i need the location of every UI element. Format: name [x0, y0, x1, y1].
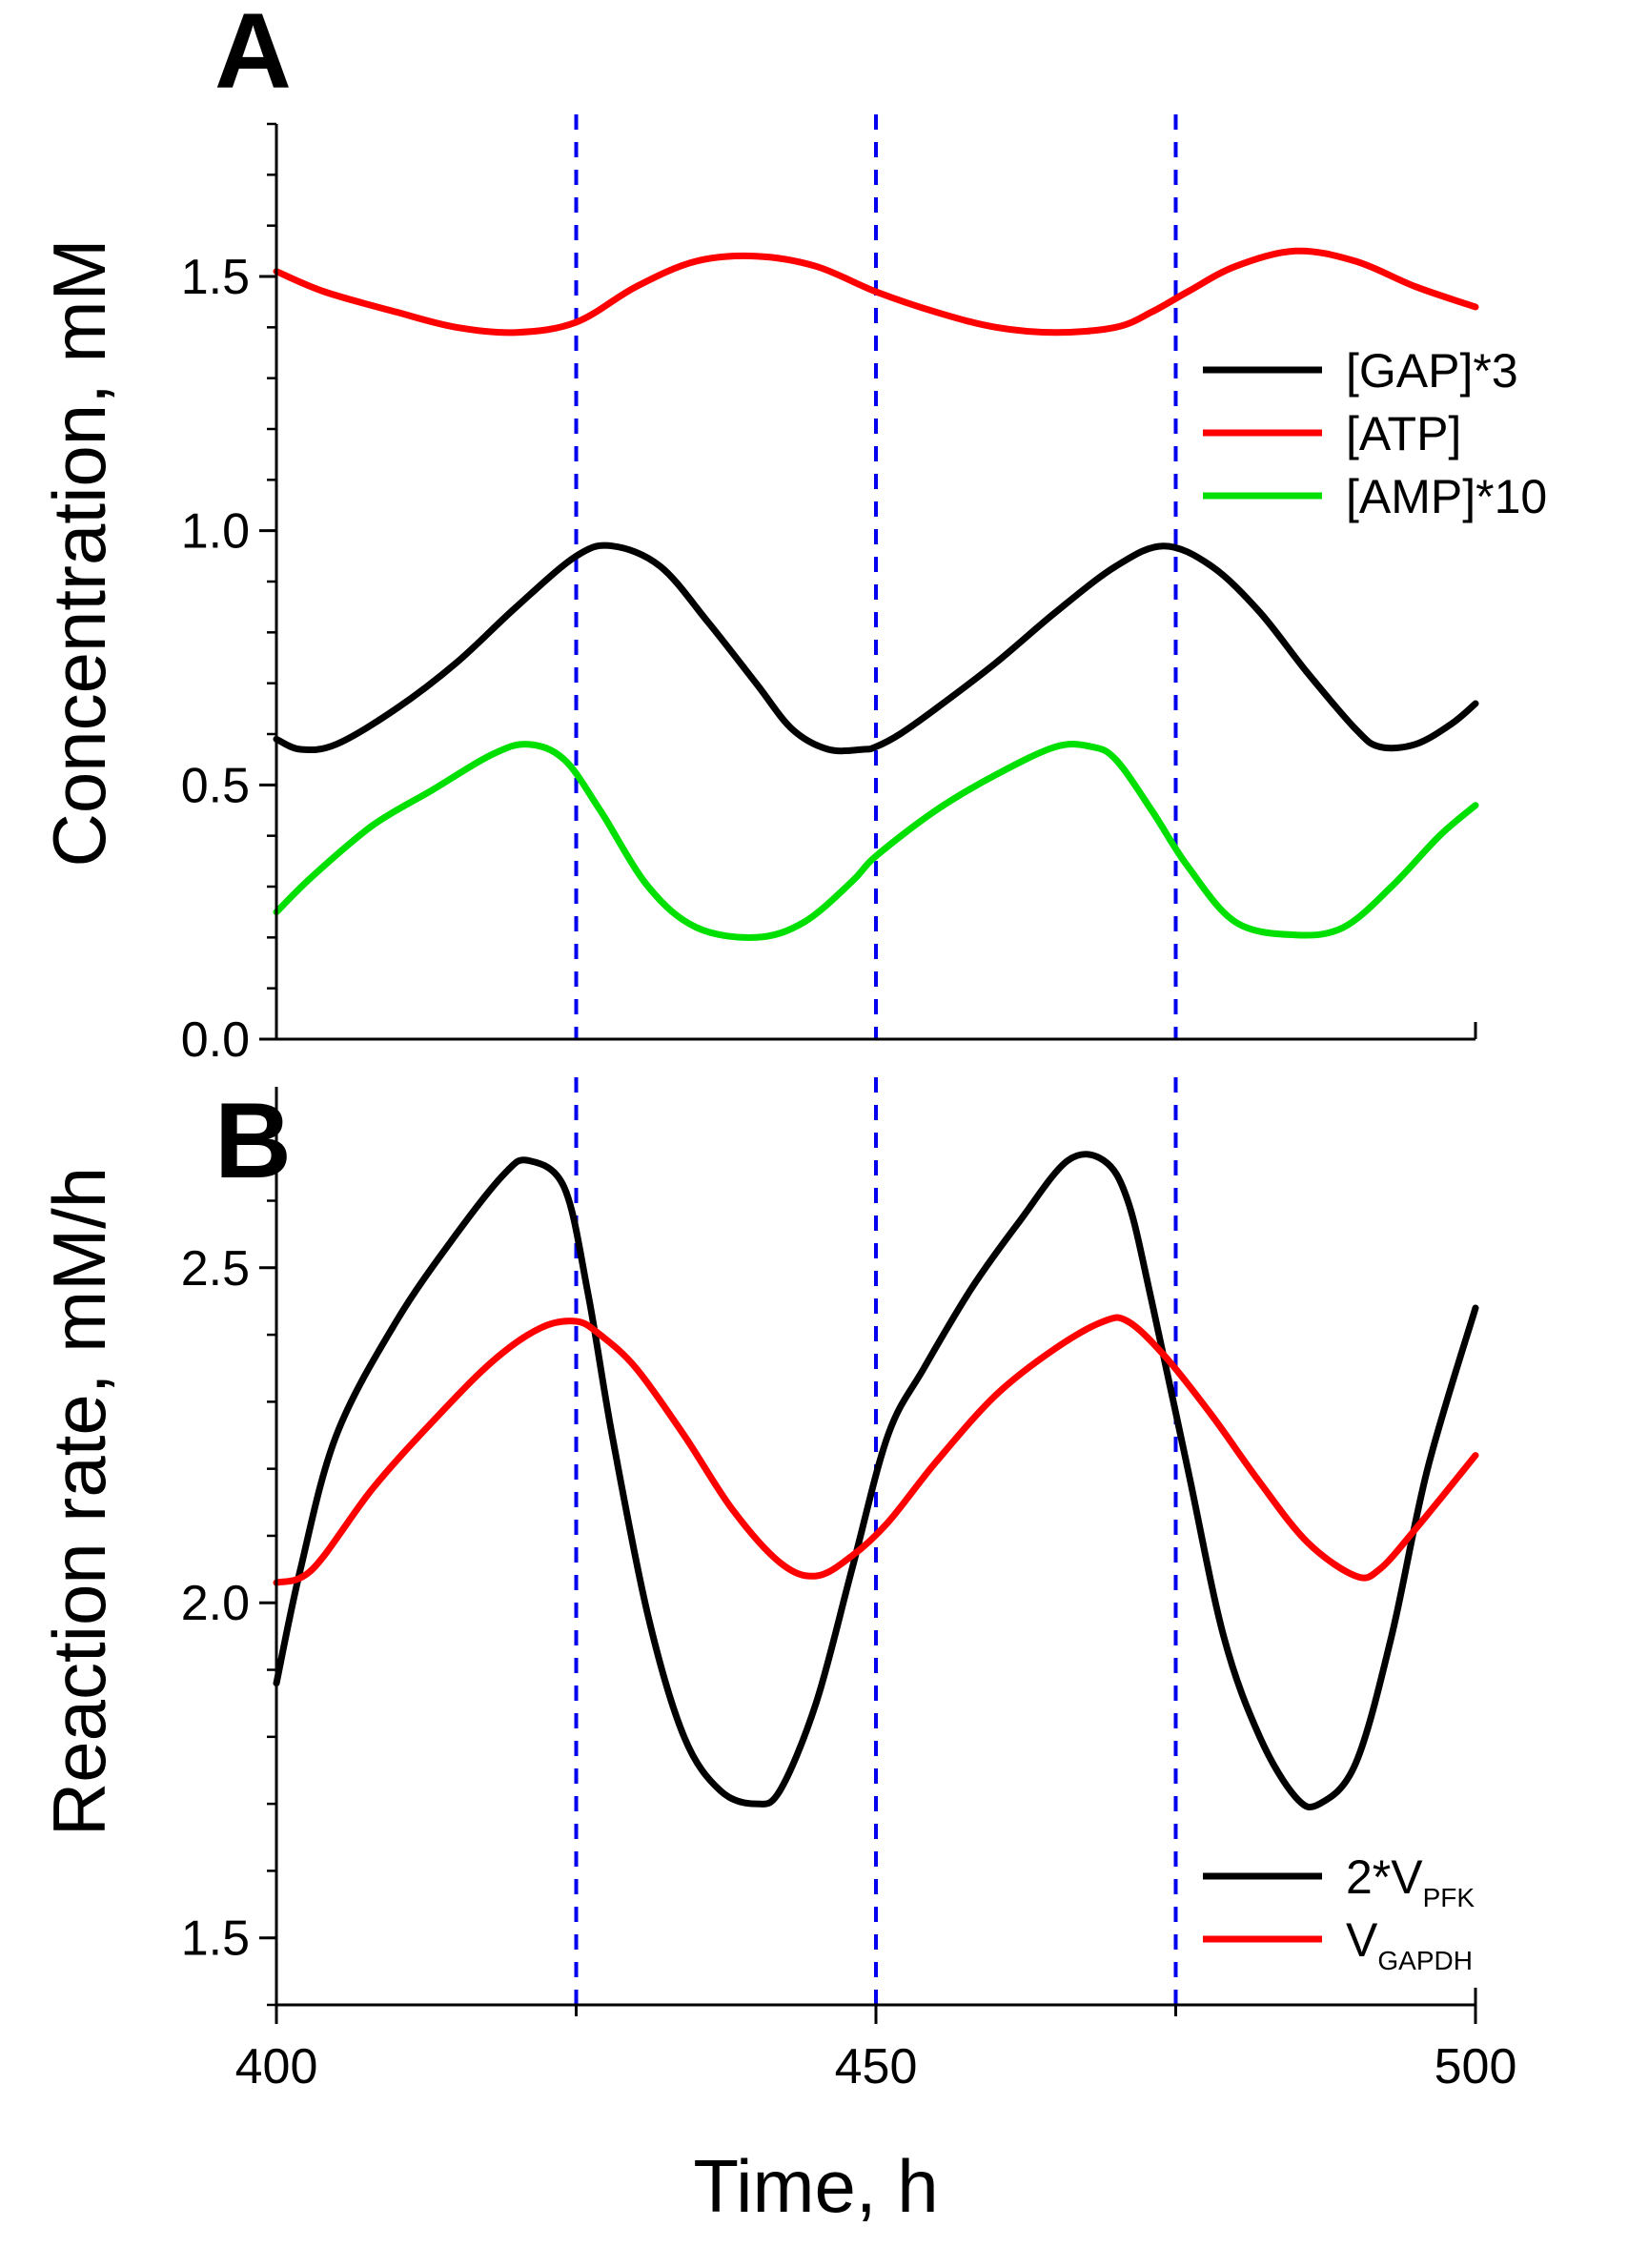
panel-b-x-tick-label: 400: [235, 2039, 318, 2094]
panel-a-legend-label-2: [ATP]: [1346, 407, 1461, 460]
panel-a-legend: [GAP]*3 [ATP] [AMP]*10: [1203, 344, 1547, 523]
x-axis-title: Time, h: [693, 2144, 938, 2228]
panel-b-legend-label-1: 2*VPFK: [1346, 1850, 1475, 1912]
panel-a-legend-label-3: [AMP]*10: [1346, 470, 1547, 523]
panel-b-ticks: 1.5 2.0 2.5 400 450 500: [181, 1132, 1517, 2094]
panel-b-legend-label-2: VGAPDH: [1346, 1913, 1473, 1975]
panel-a-letter: A: [214, 0, 292, 111]
panel-a-series-line-1: [273, 541, 1479, 755]
panel-a-series-line-2: [273, 247, 1479, 337]
panel-a-legend-label-1: [GAP]*3: [1346, 344, 1518, 398]
panel-a-y-tick-label: 1.0: [181, 504, 250, 560]
panel-a-y-tick-label: 0.0: [181, 1012, 250, 1068]
panel-a-plot-area: [273, 114, 1479, 1039]
panel-b-series-line-2: [273, 1314, 1479, 1586]
panel-a-y-tick-label: 1.5: [181, 250, 250, 305]
panel-a-y-tick-label: 0.5: [181, 758, 250, 813]
panel-b-series-line-1: [273, 1151, 1479, 1811]
panel-b-letter: B: [214, 1081, 292, 1200]
panel-a-y-ticks: 0.0 0.5 1.0 1.5: [181, 122, 276, 1068]
panel-b-y-axis-title: Reaction rate, mM/h: [37, 1167, 121, 1836]
panel-b: 1.5 2.0 2.5 400 450 500 B Reaction rate, mM/h…: [37, 1077, 1516, 2228]
panel-b-x-tick-label: 500: [1435, 2039, 1517, 2094]
panel-b-x-tick-label: 450: [835, 2039, 918, 2094]
panel-b-y-tick-label: 2.5: [181, 1241, 250, 1297]
panel-b-y-tick-label: 2.0: [181, 1576, 250, 1631]
panel-a-series-line-3: [273, 741, 1479, 941]
panel-b-plot-area: [273, 1077, 1479, 2005]
panel-b-y-tick-label: 1.5: [181, 1911, 250, 1967]
panel-a-y-axis-title: Concentration, mM: [37, 239, 121, 868]
panel-a: 0.0 0.5 1.0 1.5 A Concentration, mM [GAP]*3…: [37, 0, 1547, 1068]
